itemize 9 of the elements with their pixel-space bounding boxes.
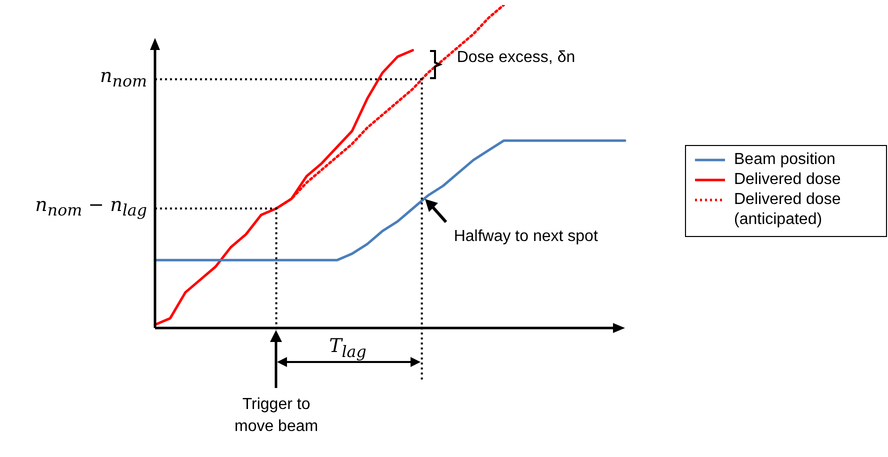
ref-line-label: n$_{nom}$ [100, 65, 147, 91]
ref-line-label: n$_{nom}$ − n$_{lag}$ [35, 194, 147, 220]
legend-label: Delivered dose (anticipated) [734, 190, 842, 230]
legend-label: Delivered dose [734, 170, 841, 190]
annotation: Halfway to next spot [454, 228, 598, 246]
annotation: Dose excess, δn [456, 49, 576, 68]
legend-label: Beam position [734, 150, 836, 170]
text: T$_{lag}$ [329, 335, 366, 361]
text: Trigger to move beam [233, 395, 320, 437]
